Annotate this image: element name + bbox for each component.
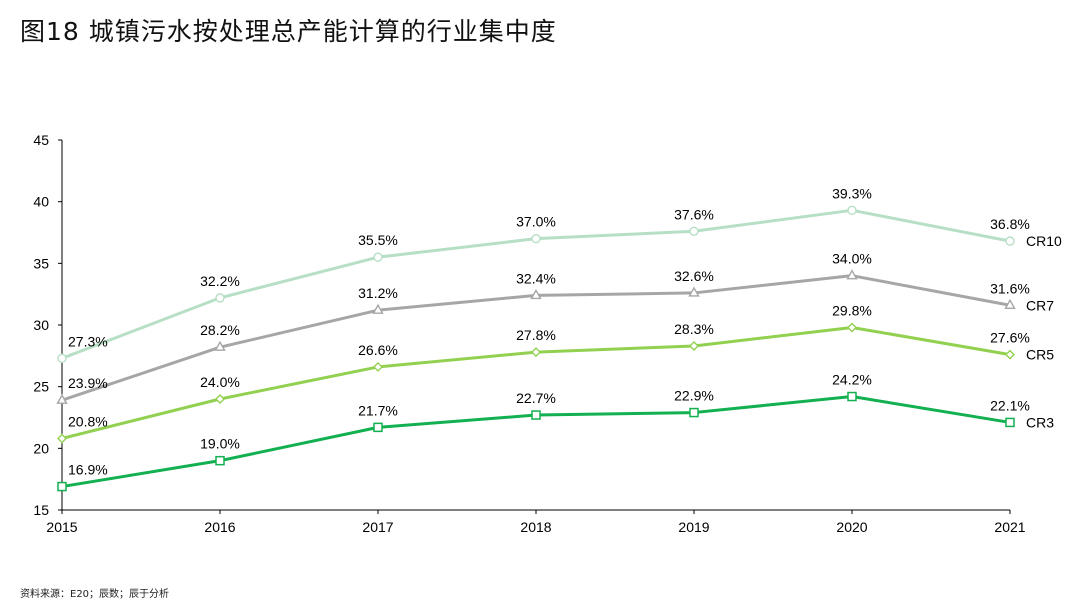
- series-name-label: CR7: [1026, 297, 1054, 313]
- series-name-label: CR3: [1026, 414, 1054, 430]
- square-marker: [57, 481, 67, 492]
- data-label: 31.6%: [990, 280, 1030, 296]
- square-marker: [847, 391, 857, 402]
- circle-marker: [215, 293, 225, 303]
- square-marker: [531, 410, 541, 420]
- data-label: 23.9%: [68, 375, 108, 391]
- series-name-label: CR5: [1026, 347, 1054, 363]
- data-label: 37.0%: [516, 214, 556, 230]
- triangle-marker: [530, 288, 542, 300]
- triangle-marker: [688, 286, 700, 297]
- data-label: 16.9%: [68, 462, 108, 478]
- data-label: 36.8%: [990, 216, 1030, 232]
- series-name-label: CR10: [1026, 233, 1062, 249]
- line-chart: 15 20 25 30 35 40 45 2015 2016 2017 2018 2019 2020 20…: [33, 132, 1062, 535]
- data-label: 28.2%: [200, 322, 240, 338]
- data-label: 32.4%: [516, 270, 556, 286]
- data-label: 22.7%: [516, 390, 556, 406]
- data-label: 26.6%: [358, 342, 398, 358]
- diamond-marker: [373, 361, 383, 372]
- data-label: 35.5%: [358, 232, 398, 248]
- x-tick-label: 2019: [678, 519, 709, 535]
- x-tick-label: 2015: [46, 519, 77, 535]
- square-marker: [689, 407, 699, 418]
- data-label: 24.0%: [200, 374, 240, 390]
- data-label: 28.3%: [674, 321, 714, 337]
- data-label: 32.6%: [674, 268, 714, 284]
- diamond-marker: [531, 347, 541, 358]
- data-label: 20.8%: [68, 413, 108, 429]
- data-label: 22.9%: [674, 388, 714, 404]
- data-label: 24.2%: [832, 372, 872, 388]
- y-tick-label: 15: [33, 502, 49, 518]
- data-label: 32.2%: [200, 273, 240, 289]
- series-layer: [56, 205, 1016, 492]
- data-label: 27.3%: [68, 333, 108, 349]
- triangle-marker: [56, 393, 68, 404]
- data-label: 19.0%: [200, 436, 240, 452]
- labels-layer: 27.3% 32.2% 35.5% 37.0% 37.6% 39.3% 36.8%CR10 2…: [68, 185, 1062, 477]
- y-tick-label: 25: [33, 379, 49, 395]
- y-tick-label: 35: [33, 255, 49, 271]
- data-label: 31.2%: [358, 285, 398, 301]
- diamond-marker: [689, 340, 699, 351]
- diamond-marker: [215, 394, 225, 404]
- data-label: 22.1%: [990, 397, 1030, 413]
- x-tick-label: 2016: [204, 519, 235, 535]
- source-note: 资料来源：E20；辰数；辰于分析: [20, 589, 170, 600]
- data-label: 39.3%: [832, 185, 872, 201]
- y-tick-label: 20: [33, 440, 49, 456]
- circle-marker: [57, 353, 67, 363]
- circle-marker: [1005, 236, 1015, 246]
- diamond-marker: [1005, 349, 1015, 360]
- x-tick-label: 2021: [994, 519, 1025, 535]
- square-marker: [373, 422, 383, 433]
- data-label: 29.8%: [832, 302, 872, 318]
- y-tick-label: 40: [33, 194, 49, 210]
- square-marker: [215, 455, 225, 466]
- diamond-marker: [57, 433, 67, 444]
- circle-marker: [689, 226, 699, 236]
- data-label: 27.8%: [516, 327, 556, 343]
- chart-title: 图18 城镇污水按处理总产能计算的行业集中度: [20, 17, 557, 46]
- x-tick-label: 2020: [836, 519, 867, 535]
- y-tick-label: 45: [33, 132, 49, 148]
- x-tick-label: 2018: [520, 519, 551, 535]
- data-label: 34.0%: [832, 251, 872, 267]
- circle-marker: [847, 205, 857, 216]
- triangle-marker: [372, 303, 384, 314]
- diamond-marker: [847, 322, 857, 333]
- data-label: 21.7%: [358, 402, 398, 418]
- triangle-marker: [1004, 298, 1016, 309]
- triangle-marker: [214, 340, 226, 351]
- data-label: 37.6%: [674, 206, 714, 222]
- y-tick-label: 30: [33, 317, 49, 333]
- circle-marker: [531, 233, 541, 244]
- square-marker: [1005, 417, 1015, 428]
- x-tick-label: 2017: [362, 519, 393, 535]
- circle-marker: [373, 252, 383, 262]
- triangle-marker: [846, 269, 858, 280]
- axes: 15 20 25 30 35 40 45 2015 2016 2017 2018 2019 2020 20…: [33, 132, 1025, 535]
- data-label: 27.6%: [990, 330, 1030, 346]
